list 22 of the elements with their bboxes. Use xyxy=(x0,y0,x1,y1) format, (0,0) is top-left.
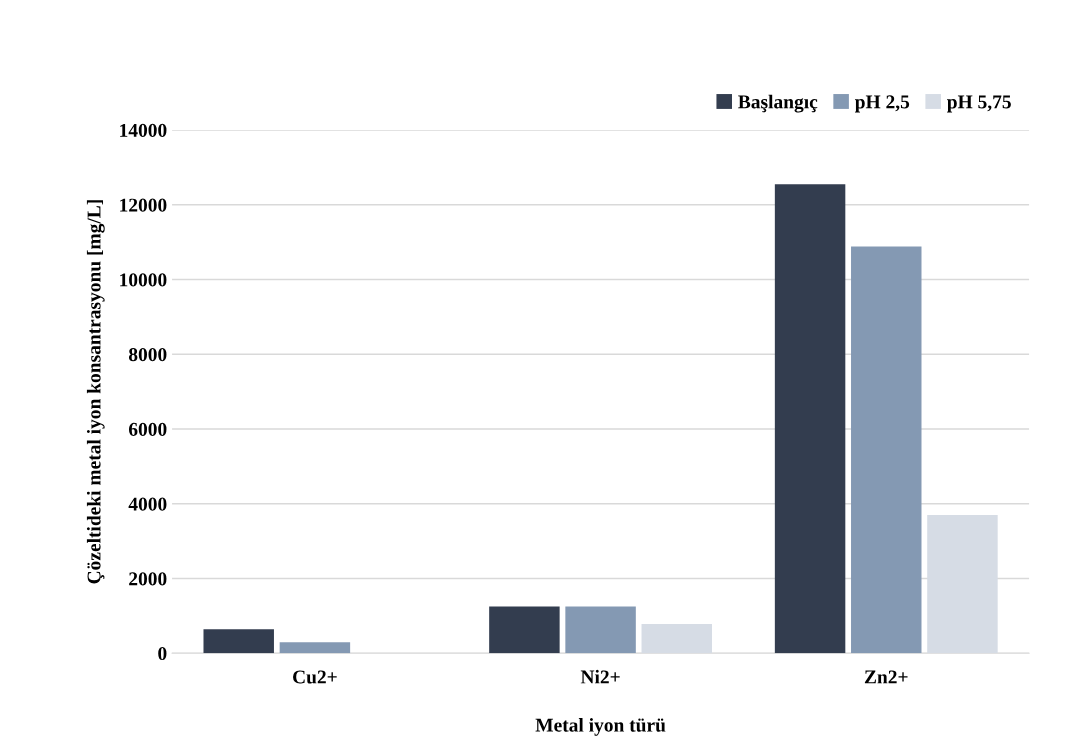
x-tick-label: Ni2+ xyxy=(580,669,620,684)
y-tick-label: 12000 xyxy=(120,198,167,212)
bar xyxy=(489,606,560,654)
legend-label: Başlangıç xyxy=(738,94,818,113)
x-tick-label: Cu2+ xyxy=(293,670,337,684)
y-tick-label: 4000 xyxy=(128,497,167,511)
y-tick-label: 6000 xyxy=(128,422,167,436)
bar xyxy=(774,184,846,654)
y-tick-label: 2000 xyxy=(129,572,167,586)
bar xyxy=(851,246,922,654)
legend-label: pH 2,5 xyxy=(854,95,910,113)
y-tick-label: 8000 xyxy=(128,348,167,362)
bar xyxy=(279,642,351,654)
x-axis-title: Metal iyon türü xyxy=(535,718,666,736)
y-tick-label: 10000 xyxy=(120,273,167,287)
bar xyxy=(565,606,636,654)
x-tick-label: Zn2+ xyxy=(864,670,908,684)
y-tick-label: 0 xyxy=(158,647,167,661)
y-tick-label: 14000 xyxy=(120,123,167,137)
bar xyxy=(203,629,274,654)
legend-label: pH 5,75 xyxy=(947,95,1011,113)
y-axis-title: Çözeltideki metal iyon konsantrasyonu [mg/L] xyxy=(86,200,105,584)
